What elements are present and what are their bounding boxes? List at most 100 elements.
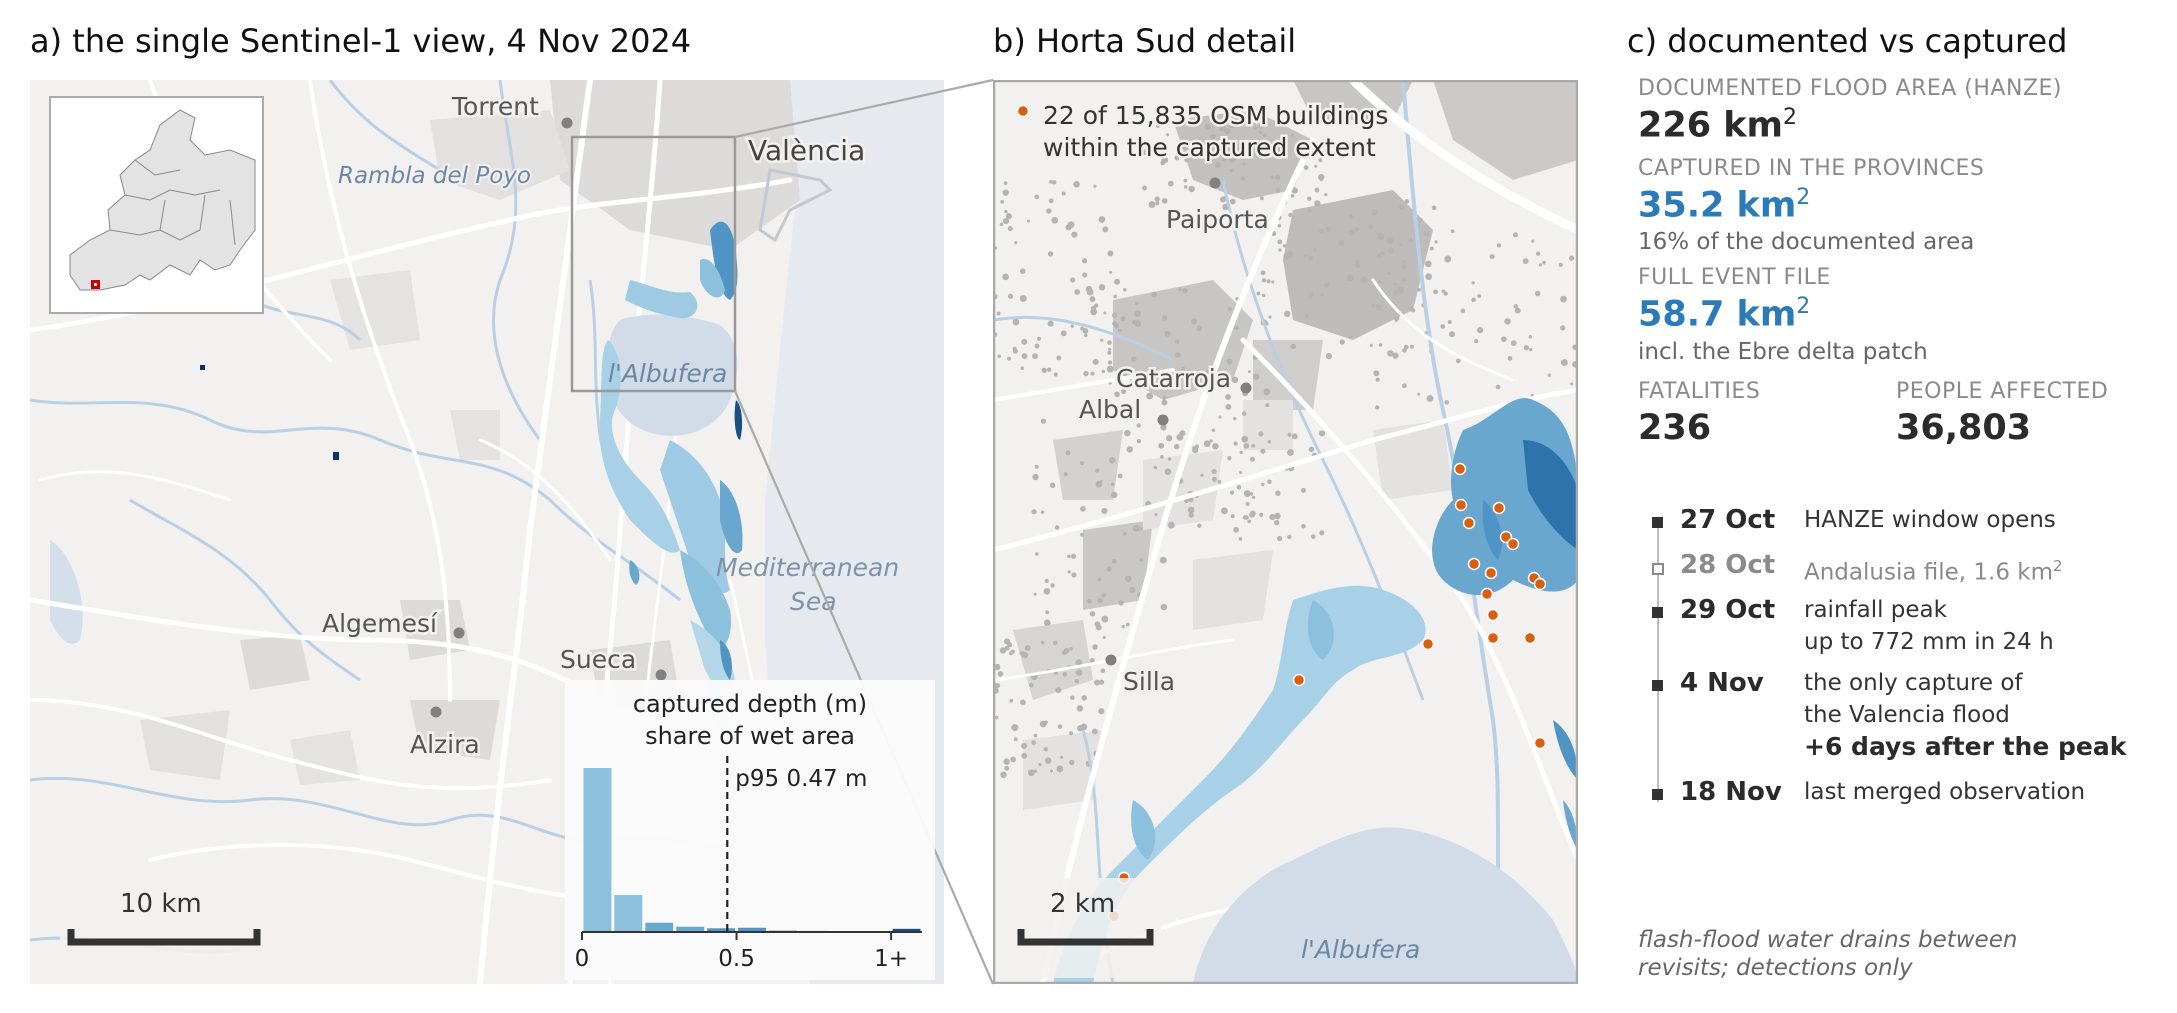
building-dot	[1055, 687, 1062, 694]
building-dot	[1489, 254, 1495, 260]
building-dot	[1063, 471, 1069, 477]
building-dot	[1353, 226, 1360, 232]
building-dot	[1164, 468, 1172, 476]
building-dot	[1164, 330, 1171, 337]
building-dot	[1107, 360, 1113, 365]
building-dot	[1409, 305, 1414, 310]
building-dot	[1460, 308, 1466, 314]
building-dot	[1287, 432, 1292, 437]
building-dot	[1219, 151, 1225, 157]
building-dot	[1277, 535, 1283, 542]
building-dot	[1477, 294, 1482, 298]
building-dot	[1354, 262, 1361, 268]
building-dot	[1236, 485, 1242, 490]
building-dot	[1071, 572, 1077, 578]
building-dot	[1308, 446, 1315, 453]
building-dot	[1240, 176, 1246, 181]
building-dot	[1424, 260, 1432, 268]
building-dot	[1368, 223, 1374, 230]
building-dot	[1075, 669, 1083, 676]
building-dot	[1303, 165, 1309, 170]
histogram-title-2: share of wet area	[645, 722, 855, 750]
building-dot	[1099, 679, 1105, 685]
building-dot	[1286, 250, 1294, 258]
building-dot	[1229, 198, 1236, 205]
building-dot	[1404, 199, 1410, 204]
building-dot	[1262, 143, 1266, 148]
timeline-text: the only capture of	[1804, 670, 2023, 696]
building-dot	[1160, 424, 1167, 431]
building-dot	[1196, 325, 1203, 332]
building-dot	[1070, 553, 1077, 559]
building-dot	[1377, 232, 1385, 240]
flooded-building-marker	[1486, 631, 1500, 645]
building-dot	[1271, 280, 1275, 284]
building-dot	[1256, 291, 1261, 296]
building-dot	[1091, 728, 1098, 735]
building-dot	[1191, 375, 1198, 382]
label-torrent: Torrent	[451, 92, 539, 121]
building-dot	[1040, 510, 1045, 514]
building-dot	[1496, 243, 1502, 248]
building-dot	[1069, 647, 1073, 651]
building-dot	[1026, 219, 1030, 223]
building-dot	[1220, 507, 1228, 515]
building-dot	[1038, 762, 1042, 767]
panel-b-map[interactable]: Paiporta Catarroja Albal Silla l'Albufer…	[993, 80, 1578, 984]
building-dot	[1234, 325, 1239, 331]
flooded-building-marker	[1484, 566, 1498, 580]
building-dot	[1148, 201, 1156, 208]
building-dot	[1429, 246, 1434, 251]
building-dot	[1375, 405, 1380, 410]
building-dot	[1338, 239, 1345, 247]
fatalities-value: 236	[1638, 407, 1712, 448]
building-dot	[1282, 244, 1287, 248]
building-dot	[1161, 315, 1168, 321]
building-dot	[1134, 301, 1139, 306]
building-dot	[1044, 578, 1049, 584]
building-dot	[1266, 279, 1271, 284]
building-dot	[1375, 377, 1380, 382]
detail-extent-box[interactable]	[570, 135, 737, 393]
building-dot	[1274, 519, 1280, 526]
building-dot	[1035, 552, 1039, 556]
building-dot	[1141, 149, 1147, 156]
building-dot	[1401, 260, 1406, 264]
building-dot	[1098, 216, 1106, 223]
building-dot	[1080, 532, 1084, 537]
timeline-text: rainfall peak	[1804, 597, 1947, 623]
timeline-date: 29 Oct	[1680, 595, 1776, 625]
building-dot	[1258, 130, 1263, 135]
building-dot	[995, 683, 1001, 688]
building-dot	[1092, 644, 1098, 650]
building-dot	[1120, 316, 1126, 322]
city-dots	[430, 117, 667, 718]
building-dot	[1228, 123, 1234, 128]
building-dot	[1136, 423, 1141, 428]
building-dot	[1109, 457, 1116, 464]
building-dot	[1449, 331, 1456, 338]
building-dot	[1290, 133, 1295, 137]
building-dot	[1126, 446, 1133, 453]
building-dot	[1378, 280, 1382, 284]
building-dot	[1242, 162, 1246, 166]
building-dot	[1121, 624, 1125, 629]
building-dot	[1262, 133, 1267, 138]
building-dot	[1070, 324, 1075, 328]
building-dot	[1032, 473, 1039, 481]
building-dot	[1528, 347, 1533, 352]
building-dot	[1318, 158, 1323, 163]
building-dot	[1238, 537, 1243, 541]
building-dot	[1060, 755, 1064, 759]
building-dot	[1027, 769, 1035, 777]
building-dot	[1387, 247, 1394, 254]
building-dot	[1155, 119, 1161, 125]
flooded-building-marker	[1492, 501, 1506, 515]
histogram-tick-label: 1+	[874, 946, 908, 972]
building-dot	[1000, 771, 1007, 778]
timeline-marker	[1652, 517, 1663, 528]
building-dot	[1409, 344, 1414, 349]
captured-value: 35.2 km2	[1638, 184, 1811, 226]
building-dot	[1219, 196, 1226, 203]
building-dot	[1047, 367, 1052, 372]
